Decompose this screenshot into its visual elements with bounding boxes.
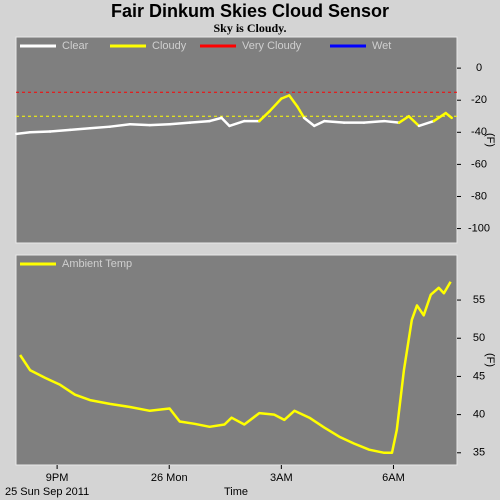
sky-temp-segment xyxy=(128,123,152,127)
x-tick-label: 26 Mon xyxy=(151,472,188,484)
chart-title: Fair Dinkum Skies Cloud Sensor xyxy=(111,1,389,21)
sky-temp-segment xyxy=(68,127,92,132)
date-label: 25 Sun Sep 2011 xyxy=(5,486,89,498)
sky-temp-segment xyxy=(296,105,306,120)
sky-temp-segment xyxy=(208,116,223,123)
legend-label: Wet xyxy=(372,40,391,52)
sky-temp-segment xyxy=(48,128,72,133)
sky-temp-segment xyxy=(268,97,283,113)
plot-area xyxy=(15,254,458,466)
y-tick-label: 40 xyxy=(473,409,485,421)
y-tick-label: 50 xyxy=(473,332,485,344)
sky-temp-segment xyxy=(312,119,326,128)
sky-temp-segment xyxy=(407,115,421,128)
sky-temp-segment xyxy=(188,119,211,124)
sky-temp-segment xyxy=(444,111,454,120)
sky-temp-segment xyxy=(228,119,246,128)
x-tick-label: 6AM xyxy=(382,472,405,484)
sky-temp-segment xyxy=(302,116,316,128)
sky-temp-segment xyxy=(220,116,231,128)
y-axis-label: (F) xyxy=(484,133,496,147)
plot-area xyxy=(15,36,458,244)
sky-temp-segment xyxy=(417,119,436,128)
legend-label: Cloudy xyxy=(152,40,187,52)
sky-temp-segment xyxy=(323,119,346,124)
y-tick-label: -100 xyxy=(468,222,490,234)
sky-temp-segment xyxy=(88,125,112,130)
y-axis-label: (F) xyxy=(484,353,496,367)
y-tick-label: 55 xyxy=(473,294,485,306)
x-tick-label: 9PM xyxy=(46,472,69,484)
sky-temp-segment xyxy=(168,121,192,126)
sky-temp-segment xyxy=(148,123,171,127)
sky-temp-segment xyxy=(108,123,132,128)
legend-label: Ambient Temp xyxy=(62,258,132,270)
sky-temp-segment xyxy=(287,94,299,108)
sky-temp-segment xyxy=(258,110,271,123)
chart-subtitle: Sky is Cloudy. xyxy=(213,21,286,35)
y-tick-label: -60 xyxy=(471,158,487,170)
y-tick-label: -80 xyxy=(471,190,487,202)
y-tick-label: -20 xyxy=(471,94,487,106)
sky-temp-segment xyxy=(280,94,291,100)
x-axis-label: Time xyxy=(224,486,248,498)
y-tick-label: 0 xyxy=(476,62,482,74)
legend-label: Clear xyxy=(62,40,89,52)
sky-temp-segment xyxy=(432,111,448,123)
sky-temp-segment xyxy=(382,119,401,124)
x-tick-label: 3AM xyxy=(270,472,293,484)
sky-temp-segment xyxy=(397,115,411,124)
y-tick-label: 45 xyxy=(473,370,485,382)
sky-temp-segment xyxy=(362,119,386,124)
sky-temp-segment xyxy=(28,130,52,134)
legend-label: Very Cloudy xyxy=(242,40,302,52)
sky-temp-segment xyxy=(15,131,32,136)
y-tick-label: 35 xyxy=(473,447,485,459)
ambient-temp-line xyxy=(19,281,452,455)
y-tick-label: -40 xyxy=(471,126,487,138)
